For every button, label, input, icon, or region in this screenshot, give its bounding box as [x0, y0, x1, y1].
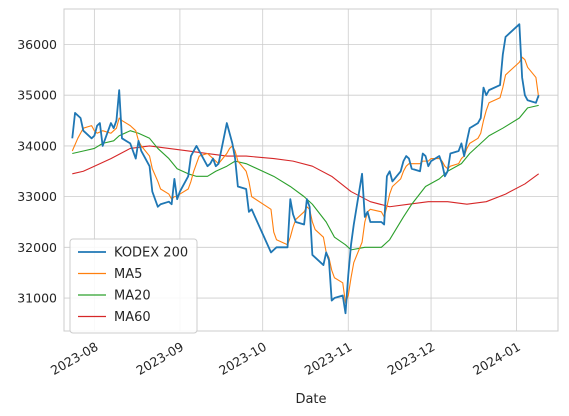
- y-tick-label: 35000: [17, 88, 57, 103]
- y-tick-label: 36000: [17, 37, 57, 52]
- y-tick-label: 31000: [17, 291, 57, 306]
- series-line-kodex-200: [71, 23, 540, 315]
- legend: KODEX 200 MA5 MA20 MA60: [69, 238, 198, 334]
- plot-frame: [63, 8, 559, 332]
- series-line-ma5: [71, 56, 540, 304]
- legend-label: MA60: [114, 310, 151, 325]
- y-tick-label: 34000: [17, 138, 57, 153]
- legend-label: MA20: [114, 289, 151, 304]
- y-tick-label: 33000: [17, 189, 57, 204]
- legend-label: MA5: [114, 267, 142, 282]
- legend-label: KODEX 200: [114, 246, 188, 261]
- series-lines: [71, 23, 540, 315]
- y-axis-tick-labels: 31000 32000 33000 34000 35000 36000: [17, 37, 57, 306]
- legend-box: [69, 238, 198, 334]
- series-line-ma60: [72, 145, 540, 208]
- y-tick-label: 32000: [17, 240, 57, 255]
- x-axis-title: Date: [295, 392, 326, 407]
- series-line-ma20: [72, 104, 539, 251]
